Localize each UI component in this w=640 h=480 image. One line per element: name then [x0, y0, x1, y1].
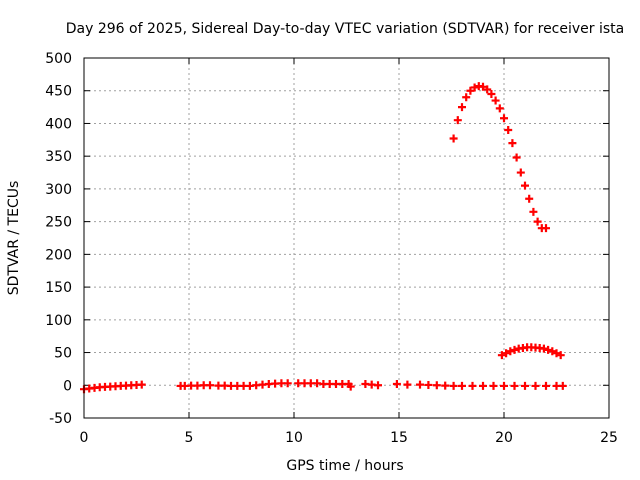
data-point [449, 134, 458, 143]
y-tick-label: 200 [45, 247, 72, 263]
data-point [502, 349, 511, 358]
data-point [529, 207, 538, 216]
y-tick-label: 50 [54, 346, 72, 362]
data-point [466, 86, 475, 95]
data-series [449, 82, 550, 233]
plot-frame [83, 57, 610, 419]
data-point [283, 379, 292, 388]
data-point [500, 114, 508, 123]
data-point [531, 381, 540, 390]
data-point [544, 345, 553, 354]
x-axis-label: GPS time / hours [286, 458, 403, 474]
data-point [558, 381, 567, 390]
data-point [556, 351, 565, 360]
data-point [508, 139, 517, 148]
y-tick-label: 150 [45, 280, 72, 296]
data-point [533, 217, 542, 226]
data-point [542, 381, 550, 390]
x-tick-label: 0 [80, 430, 89, 446]
data-point [462, 93, 471, 102]
data-point [491, 96, 500, 105]
data-layer [80, 82, 567, 394]
y-axis-label: SDTVAR / TECUs [6, 181, 22, 296]
data-point [392, 379, 401, 388]
data-point [453, 116, 462, 125]
data-point [552, 349, 561, 358]
data-point [506, 347, 515, 356]
data-point [374, 381, 382, 390]
y-tick-label: -50 [49, 411, 72, 427]
data-point [525, 194, 534, 203]
data-point [548, 347, 557, 356]
data-point [539, 344, 548, 353]
data-point [449, 381, 458, 390]
data-point [479, 82, 487, 91]
data-series [80, 379, 567, 394]
data-point [495, 104, 504, 113]
data-point [424, 380, 433, 389]
y-tick-label: 0 [63, 378, 72, 394]
data-series [497, 343, 565, 360]
data-point [521, 381, 529, 390]
data-point [137, 380, 146, 389]
data-point [403, 380, 412, 389]
y-tick-label: 350 [45, 149, 72, 165]
data-point [510, 381, 519, 390]
data-point [470, 83, 479, 92]
data-point [497, 351, 506, 360]
data-point [416, 380, 424, 389]
data-point [206, 381, 214, 390]
x-tick-label: 15 [390, 430, 408, 446]
data-point [512, 153, 521, 162]
x-tick-label: 20 [495, 430, 513, 446]
data-point [510, 345, 519, 354]
data-point [500, 381, 508, 390]
data-point [487, 90, 496, 98]
data-point [516, 168, 525, 177]
data-point [479, 381, 487, 390]
data-point [521, 181, 529, 190]
data-point [458, 103, 466, 112]
y-tick-label: 400 [45, 116, 72, 132]
y-tick-label: 450 [45, 84, 72, 100]
x-tick-label: 10 [285, 430, 303, 446]
data-point [468, 381, 477, 390]
y-tick-label: 300 [45, 182, 72, 198]
data-point [483, 85, 492, 94]
data-point [432, 381, 441, 390]
data-point [441, 381, 450, 390]
y-tick-label: 250 [45, 215, 72, 231]
tick-layer: 0 5 10 15 20 25 -50 0 50 100 150 200 250 300 350 400 450… [45, 51, 618, 446]
x-tick-label: 25 [600, 430, 618, 446]
data-point [542, 224, 550, 233]
x-tick-label: 5 [185, 430, 194, 446]
y-tick-label: 100 [45, 313, 72, 329]
data-point [489, 381, 498, 390]
data-point [504, 126, 513, 134]
chart-title: Day 296 of 2025, Sidereal Day-to-day VTE… [66, 21, 624, 37]
data-point [346, 382, 355, 391]
y-tick-label: 500 [45, 51, 72, 67]
data-point [458, 381, 466, 390]
